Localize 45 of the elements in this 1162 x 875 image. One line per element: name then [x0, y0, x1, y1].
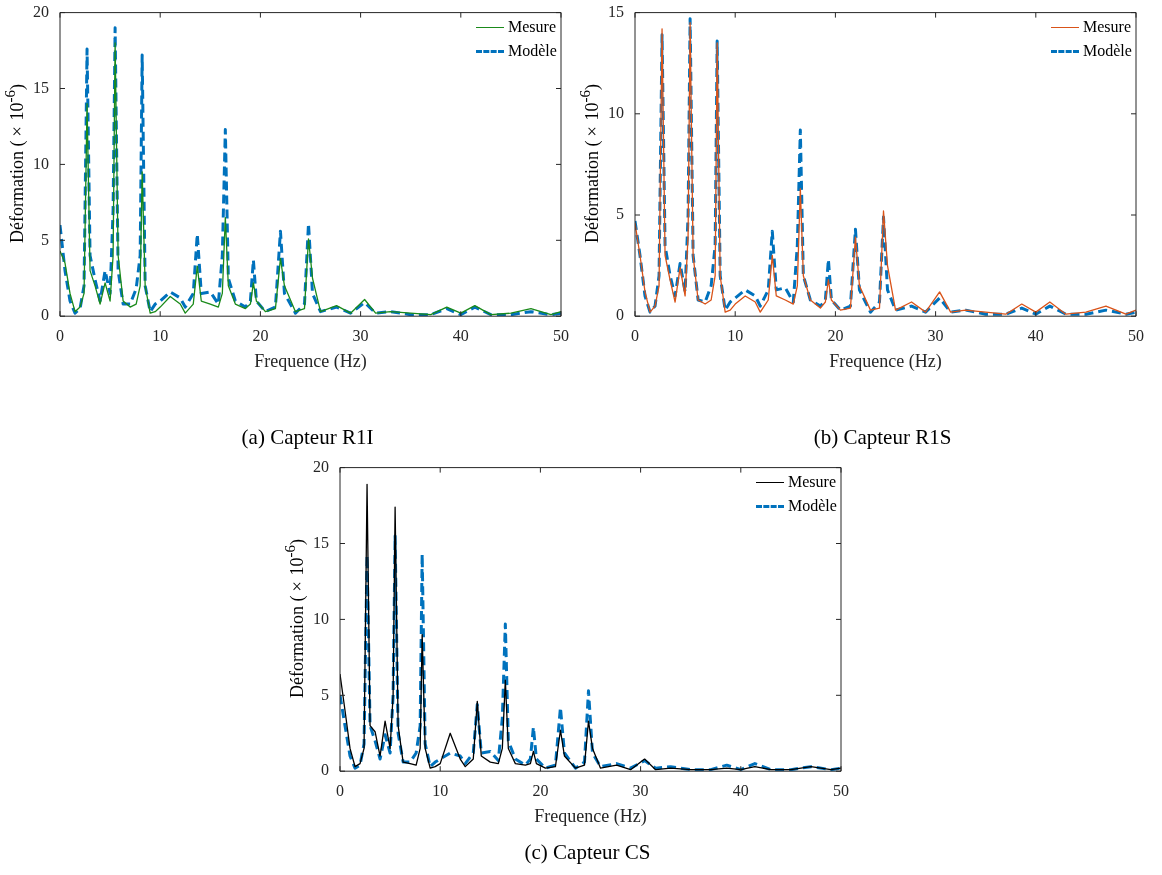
x-tick-label: 40 — [732, 782, 749, 799]
legend-label: Modèle — [1083, 41, 1132, 59]
y-tick-label: 5 — [616, 205, 624, 223]
x-tick-label: 0 — [336, 782, 344, 799]
y-tick-label: 5 — [321, 685, 329, 703]
x-tick-label: 20 — [827, 327, 844, 344]
y-tick-label: 15 — [608, 2, 624, 20]
x-axis-title: Frequence (Hz) — [534, 805, 647, 827]
x-tick-label: 0 — [631, 327, 639, 344]
x-tick-label: 10 — [727, 327, 744, 344]
y-tick-label: 20 — [33, 2, 49, 20]
legend-label: Mesure — [788, 472, 836, 490]
y-tick-label: 15 — [313, 533, 329, 551]
y-tick-label: 20 — [313, 457, 329, 475]
legend-label: Mesure — [1083, 17, 1131, 35]
x-tick-label: 50 — [833, 782, 849, 799]
x-tick-label: 50 — [553, 327, 569, 344]
x-axis-title: Frequence (Hz) — [254, 350, 367, 372]
y-tick-label: 0 — [41, 306, 49, 324]
y-tick-label: 10 — [33, 154, 49, 172]
x-tick-label: 20 — [252, 327, 269, 344]
x-tick-label: 40 — [1027, 327, 1044, 344]
x-tick-label: 30 — [632, 782, 649, 799]
legend-label: Mesure — [508, 17, 556, 35]
text: (b) Capteur R1S — [812, 425, 953, 450]
x-tick-label: 50 — [1128, 327, 1144, 344]
legend-label: Modèle — [788, 496, 837, 514]
legend-label: Modèle — [508, 41, 557, 59]
y-tick-label: 0 — [321, 761, 329, 779]
y-tick-label: 10 — [608, 104, 624, 121]
y-tick-label: 15 — [33, 78, 49, 96]
x-tick-label: 30 — [927, 327, 944, 344]
x-tick-label: 10 — [152, 327, 169, 344]
x-tick-label: 10 — [432, 782, 449, 799]
line-series — [340, 534, 841, 772]
x-tick-label: 20 — [532, 782, 549, 799]
y-tick-label: 0 — [616, 306, 624, 324]
text: (a) Capteur R1I — [240, 425, 375, 450]
text: (c) Capteur CS — [523, 840, 652, 865]
y-tick-label: 10 — [313, 609, 329, 627]
x-tick-label: 40 — [452, 327, 469, 344]
x-tick-label: 0 — [56, 327, 64, 344]
x-tick-label: 30 — [352, 327, 369, 344]
x-axis-title: Frequence (Hz) — [829, 350, 942, 372]
y-tick-label: 5 — [41, 230, 49, 248]
